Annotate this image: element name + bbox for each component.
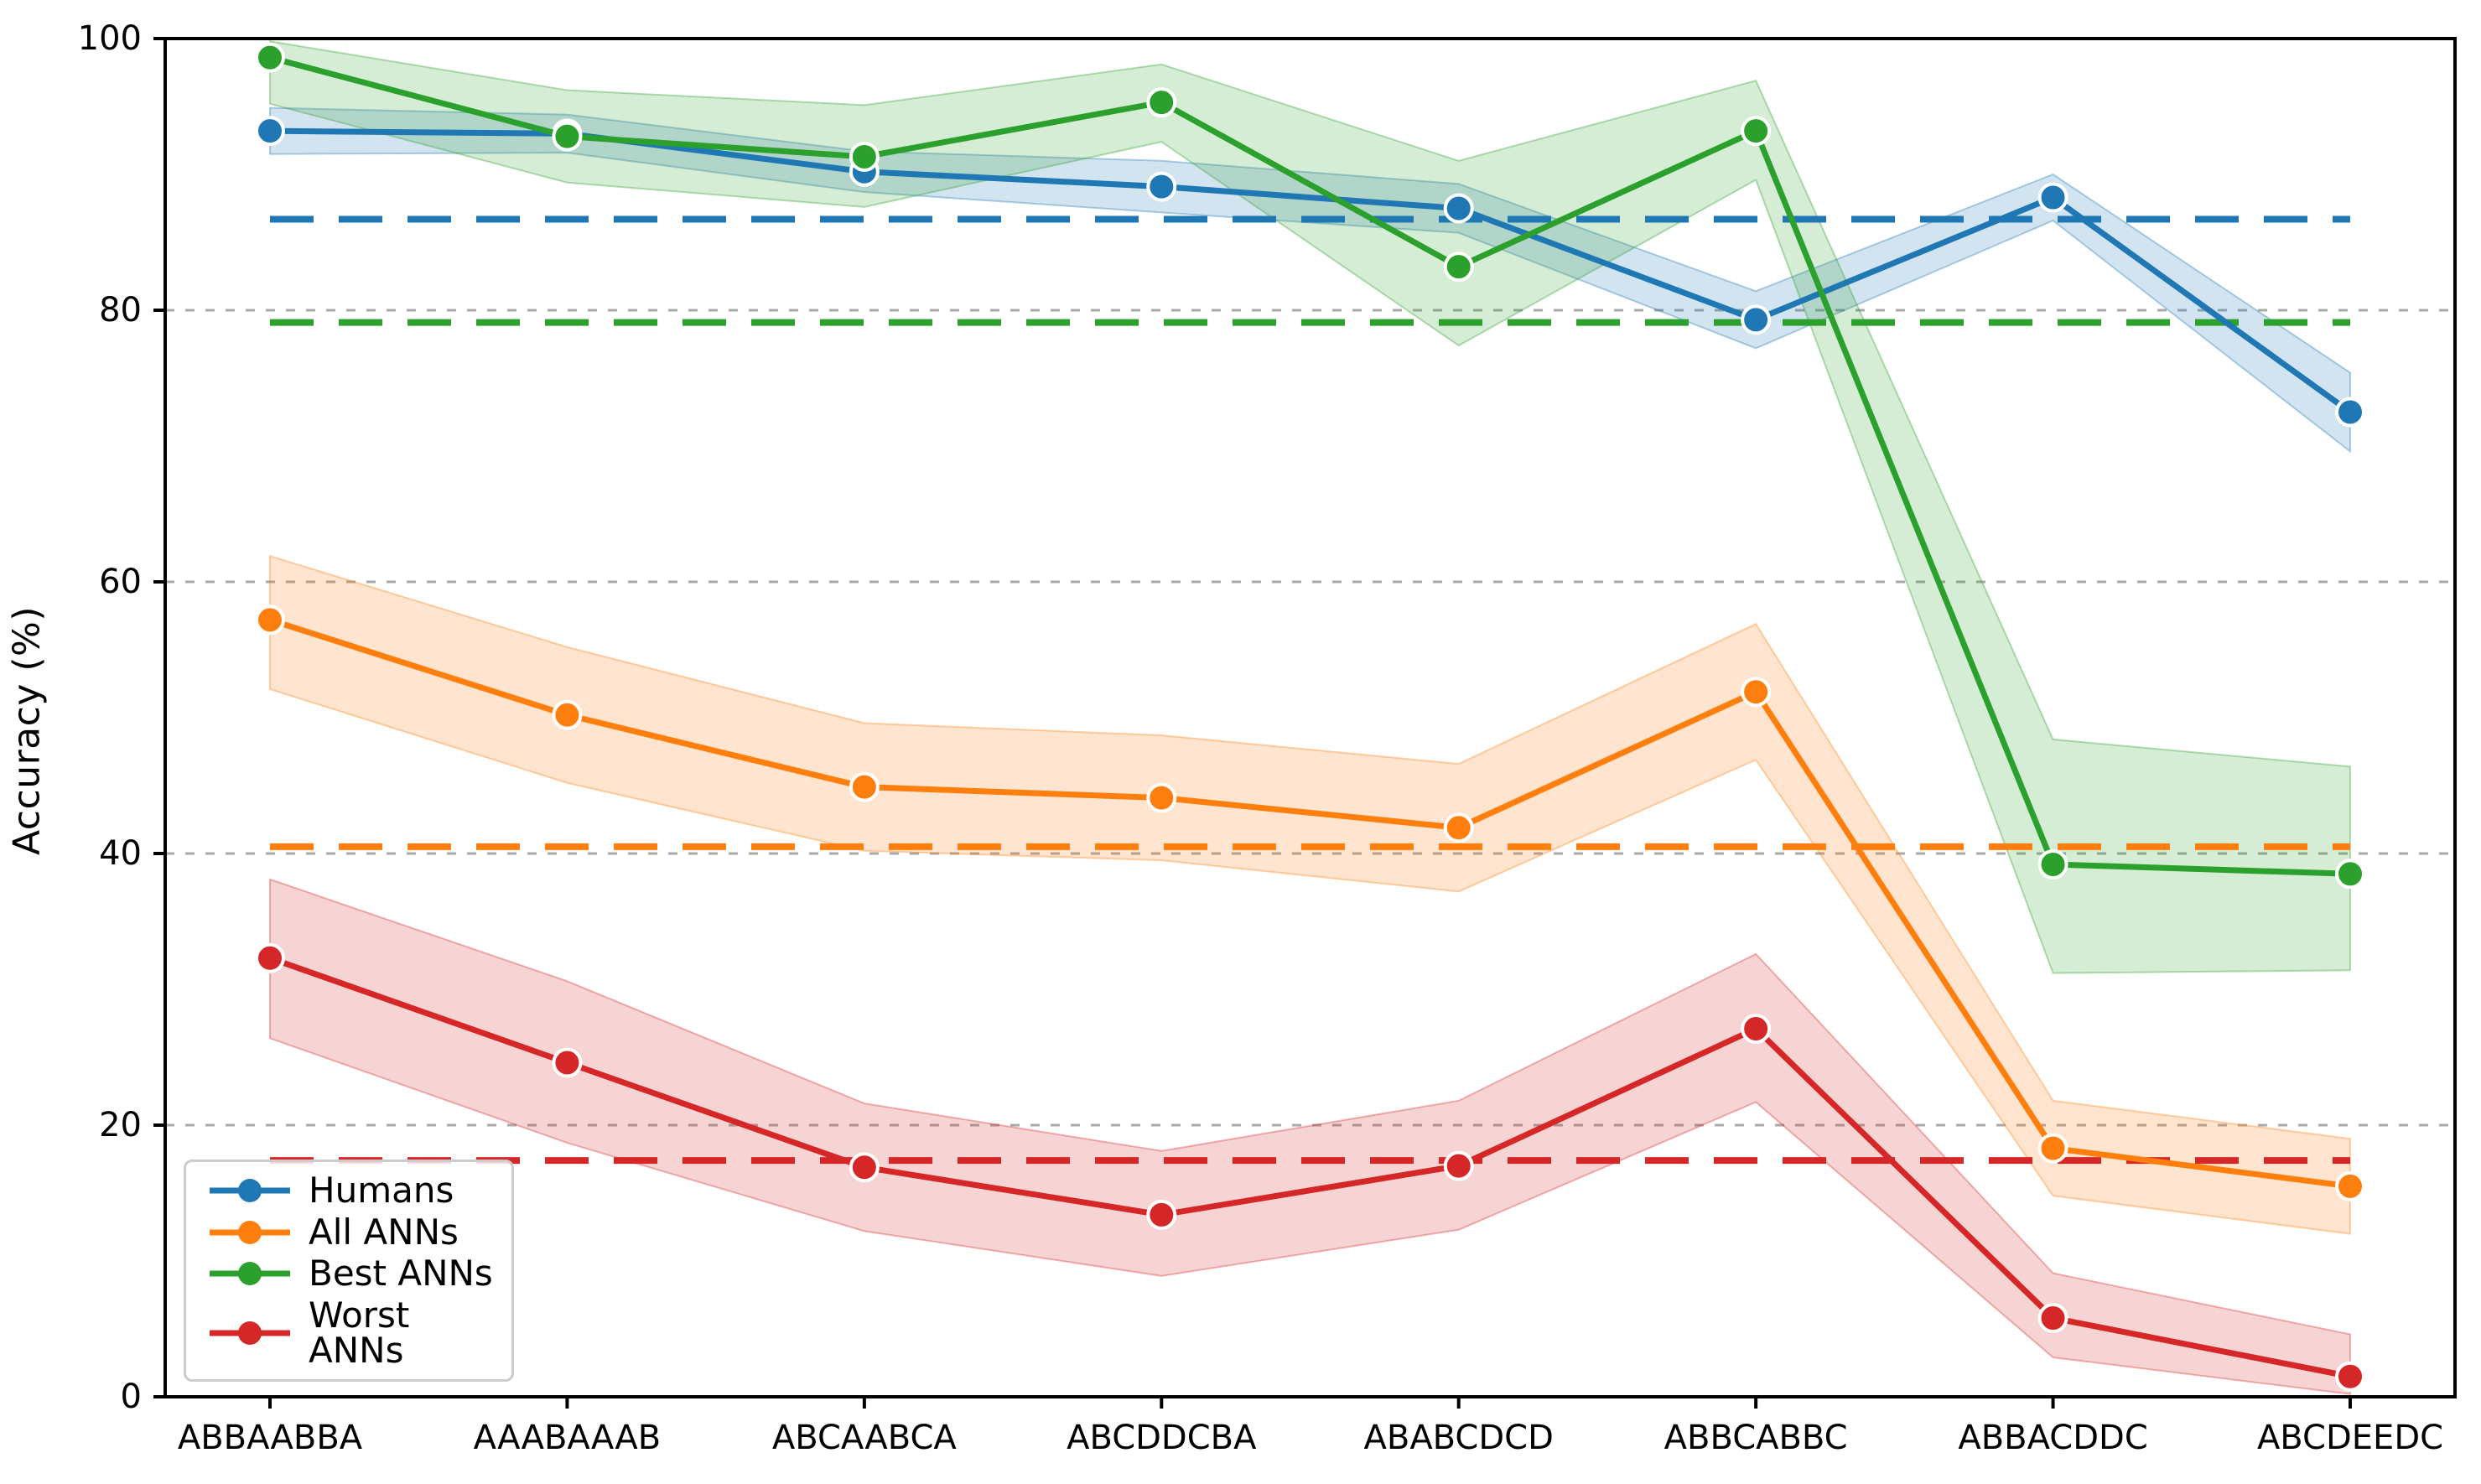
data-point-worst-anns <box>849 1152 880 1183</box>
axes-frame <box>163 37 2457 1398</box>
legend-item-best-anns: Best ANNs <box>208 1256 511 1291</box>
confidence-band-worst-anns <box>269 878 2351 1395</box>
data-point-worst-anns <box>552 1047 583 1078</box>
x-tick-label: ABCAABCA <box>772 1419 958 1457</box>
legend-item-all-anns: All ANNs <box>208 1211 511 1253</box>
legend-item-worst-anns: Worst ANNs <box>208 1294 511 1371</box>
series-line-worst-anns <box>268 955 2351 1380</box>
data-point-best-anns <box>2335 859 2365 890</box>
data-point-best-anns <box>255 42 285 73</box>
data-point-all-anns <box>1443 812 1474 843</box>
data-point-humans <box>1443 193 1474 224</box>
legend-label: All ANNs <box>309 1211 459 1253</box>
x-tick-label: AAABAAAB <box>474 1419 662 1457</box>
legend-line-dot-marker <box>210 1321 290 1345</box>
x-tick-label: ABBAABBA <box>178 1419 363 1457</box>
x-tick-label: ABBCABBC <box>1664 1419 1848 1457</box>
data-point-humans <box>1146 171 1177 202</box>
series-line-all-anns <box>268 617 2351 1190</box>
legend-line-dot-marker <box>210 1262 290 1286</box>
data-point-all-anns <box>2335 1170 2365 1201</box>
x-tick-label: ABBACDDC <box>1958 1419 2147 1457</box>
legend-label: Humans <box>309 1170 454 1212</box>
y-tick-label: 60 <box>99 563 142 601</box>
confidence-band-humans <box>269 106 2351 454</box>
data-point-worst-anns <box>2037 1303 2068 1334</box>
y-tick-label: 20 <box>99 1106 142 1144</box>
data-point-all-anns <box>1741 677 1772 708</box>
x-tick-label: ABCDDCBA <box>1067 1419 1257 1457</box>
y-tick-label: 100 <box>78 19 142 58</box>
confidence-band-best-anns <box>269 40 2351 974</box>
y-tick-label: 0 <box>121 1378 142 1416</box>
data-point-worst-anns <box>1443 1150 1474 1181</box>
data-point-best-anns <box>2037 848 2068 880</box>
y-tick-label: 80 <box>99 291 142 329</box>
data-point-best-anns <box>552 121 583 152</box>
legend-marker-dot <box>238 1220 262 1244</box>
legend-line-dot-marker <box>210 1220 290 1244</box>
data-point-all-anns <box>255 604 285 636</box>
data-point-all-anns <box>552 699 583 730</box>
data-point-all-anns <box>2037 1133 2068 1164</box>
y-axis-label: Accuracy (%) <box>5 606 49 856</box>
y-tick-label: 40 <box>99 834 142 873</box>
series-line-best-anns <box>269 54 2351 877</box>
data-point-worst-anns <box>1741 1013 1772 1044</box>
legend-marker-dot <box>238 1321 262 1345</box>
confidence-band-all-anns <box>269 554 2351 1235</box>
legend-marker-dot <box>238 1179 262 1203</box>
data-point-best-anns <box>1741 116 1772 147</box>
data-point-worst-anns <box>2335 1361 2365 1392</box>
data-point-humans <box>1741 304 1772 335</box>
data-point-best-anns <box>1443 252 1474 283</box>
legend-line-dot-marker <box>210 1179 290 1203</box>
data-point-humans <box>2335 397 2365 428</box>
legend-label: Best ANNs <box>309 1253 493 1295</box>
data-point-humans <box>255 116 285 147</box>
data-point-all-anns <box>849 771 880 802</box>
data-point-worst-anns <box>255 942 285 973</box>
legend-marker-dot <box>238 1262 262 1286</box>
x-tick-label: ABCDEEDC <box>2257 1419 2443 1457</box>
x-tick-label: ABABCDCD <box>1364 1419 1554 1457</box>
data-point-best-anns <box>849 141 880 172</box>
data-point-all-anns <box>1146 782 1177 813</box>
legend-box: Humans All ANNs Best ANNs Worst ANNs <box>184 1160 514 1382</box>
data-point-worst-anns <box>1146 1199 1177 1230</box>
data-point-best-anns <box>1146 87 1177 118</box>
legend-label: Worst ANNs <box>309 1294 410 1371</box>
legend-item-humans: Humans <box>208 1173 511 1208</box>
data-point-humans <box>2037 182 2068 213</box>
